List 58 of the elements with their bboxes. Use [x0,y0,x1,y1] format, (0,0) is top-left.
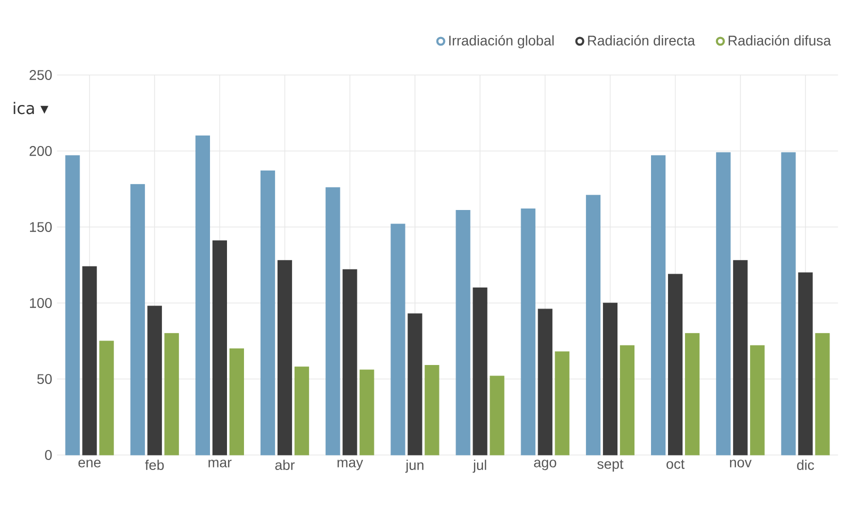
x-tick-label: nov [730,460,752,468]
x-tick-label: abr [275,460,295,470]
bar [360,370,374,456]
bar [294,366,310,456]
bar [326,187,340,456]
y-tick-label: 150 [30,222,52,232]
bar [620,345,634,456]
bar [342,269,358,456]
bar [685,333,700,456]
bar [260,170,276,456]
bar [554,351,570,456]
x-tick-label: ago [534,460,556,470]
y-tick-label: 200 [30,146,52,156]
bar [99,340,114,456]
bar [798,272,813,456]
y-tick-label: 0 [45,450,52,460]
x-tick-label: sept [597,460,624,472]
legend-label: Radiación directa [588,35,696,46]
bar [390,224,406,456]
bar [130,184,145,456]
legend-label: Radiación difusa [728,35,832,46]
bar [586,194,600,456]
y-tick-label: 100 [30,298,52,308]
bar [602,302,618,456]
x-tick-label: mar [208,460,232,468]
x-tick-label: feb [145,460,164,470]
bar [212,240,227,456]
bar [668,274,683,456]
bar [472,288,488,456]
x-tick-label: dic [797,460,814,470]
x-tick-label: jul [472,460,486,473]
bar [278,260,292,456]
bar [82,266,97,456]
x-tick-label: jun [405,460,424,473]
bar [164,333,179,456]
x-tick-label: oct [666,460,685,469]
bar [520,208,536,456]
bar [147,306,162,456]
bar [195,136,210,456]
text: ica ▾ [14,102,48,114]
bar [424,365,440,456]
bar [65,155,80,456]
bar [815,333,830,456]
y-tick-label: 250 [30,70,52,80]
x-tick-label: ene [78,460,101,468]
bar [651,155,666,456]
legend-label: Irradiación global [449,35,554,48]
y-tick-label: 50 [37,374,52,384]
x-tick-label: may [338,460,364,470]
bar [490,376,504,456]
bar [538,308,552,456]
bar [733,260,748,456]
bar [781,152,796,456]
bar [408,313,422,456]
bar [750,345,765,456]
bar [456,210,470,456]
bar [716,152,731,456]
bar [229,348,244,456]
